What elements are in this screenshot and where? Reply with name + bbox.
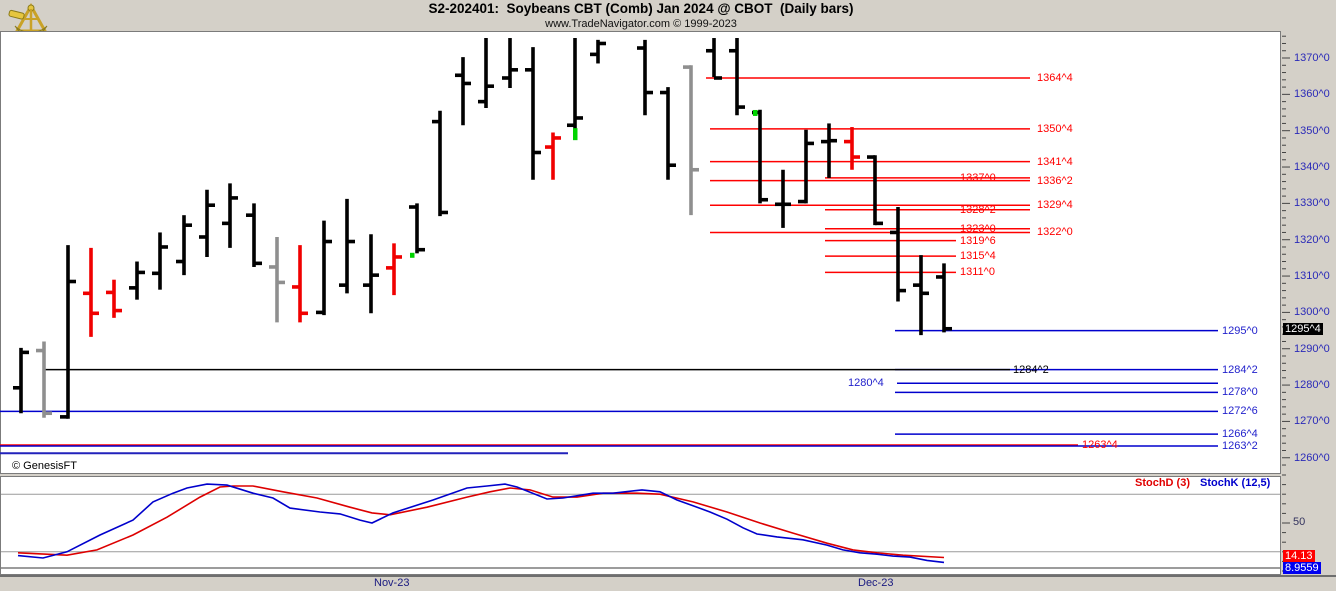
level-label: 1350^4 <box>1037 122 1073 135</box>
level-label: 1364^4 <box>1037 72 1073 84</box>
level-label: 1315^4 <box>960 250 996 263</box>
stochastic-indicator-panel[interactable] <box>0 476 1281 575</box>
price-axis-label: 1270^0 <box>1294 415 1330 428</box>
price-axis-label: 1280^0 <box>1294 379 1330 392</box>
price-axis-label: 1360^0 <box>1294 88 1330 101</box>
date-axis[interactable] <box>0 575 1336 591</box>
level-label: 1322^0 <box>1037 226 1073 239</box>
level-label: 1284^2 <box>1222 363 1258 376</box>
level-label: 1295^0 <box>1222 324 1258 337</box>
level-label: 1284^2 <box>1013 363 1049 376</box>
level-label: 1266^4 <box>1222 428 1258 441</box>
level-label: 1341^4 <box>1037 155 1073 168</box>
last-price-badge: 1295^4 <box>1283 323 1323 335</box>
level-label: 1337^0 <box>960 171 996 184</box>
price-axis-label: 1320^0 <box>1294 233 1330 246</box>
level-label: 1328^2 <box>960 203 996 216</box>
x-axis-label: Dec-23 <box>858 577 894 589</box>
x-axis-label: Nov-23 <box>374 577 410 589</box>
stochd-value-badge: 14.13 <box>1283 550 1315 562</box>
price-axis-label: 1260^0 <box>1294 451 1330 464</box>
chart-subtitle: www.TradeNavigator.com © 1999-2023 <box>545 18 737 30</box>
price-axis-label: 1330^0 <box>1294 197 1330 210</box>
price-axis-label: 1340^0 <box>1294 161 1330 174</box>
price-axis-label: 1290^0 <box>1294 342 1330 355</box>
price-chart-panel[interactable] <box>0 31 1281 474</box>
level-label: 1329^4 <box>1037 199 1073 212</box>
stochd-series-label: StochD (3) <box>1135 477 1190 489</box>
level-label: 1311^0 <box>960 266 995 279</box>
stoch-50-axis-label: 50 <box>1293 516 1306 528</box>
copyright-label: © GenesisFT <box>12 460 77 472</box>
level-label: 1280^4 <box>848 377 884 390</box>
price-axis-label: 1310^0 <box>1294 270 1330 283</box>
level-label: 1336^2 <box>1037 174 1073 187</box>
stochk-value-badge: 8.9559 <box>1283 562 1321 574</box>
chart-title: S2-202401: Soybeans CBT (Comb) Jan 2024 … <box>428 1 854 16</box>
level-label: 1323^0 <box>960 222 996 235</box>
level-label: 1263^4 <box>1082 439 1118 452</box>
level-label: 1278^0 <box>1222 386 1258 399</box>
price-axis-label: 1350^0 <box>1294 124 1330 137</box>
price-axis-label: 1300^0 <box>1294 306 1330 319</box>
price-axis-label: 1370^0 <box>1294 52 1330 64</box>
level-label: 1272^6 <box>1222 405 1258 418</box>
level-label: 1263^2 <box>1222 439 1258 452</box>
level-label: 1319^6 <box>960 234 996 247</box>
stochk-series-label: StochK (12,5) <box>1200 477 1271 489</box>
